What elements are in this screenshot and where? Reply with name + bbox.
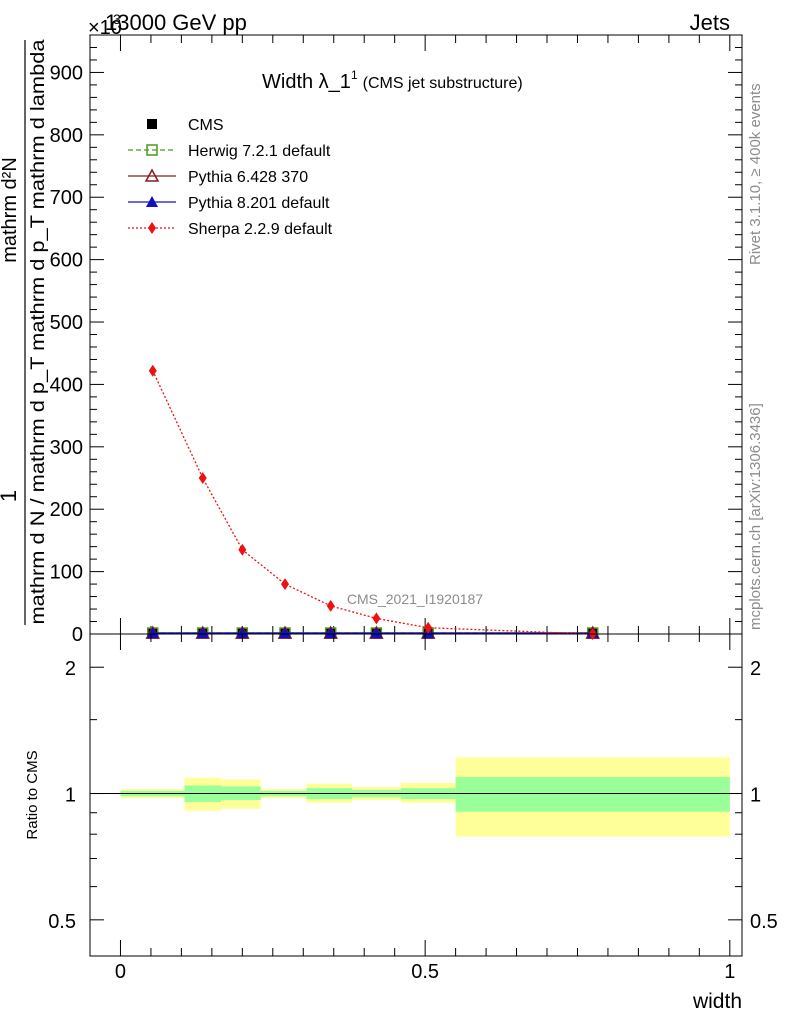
legend-entry: Pythia 6.428 370 bbox=[128, 168, 308, 186]
data-point bbox=[280, 578, 289, 591]
data-point bbox=[146, 144, 158, 156]
main-panel: 0 100 200 300 400 500 600 700 800 900 Width λ_11 (… bbox=[50, 34, 743, 646]
ratio-y-tick-label-right: 0.5 bbox=[750, 911, 778, 933]
ratio-y-tick-label: 0.5 bbox=[48, 911, 76, 933]
main-y-label: 1 mathrm d²N mathrm d N / mathrm d p_T m… bbox=[0, 39, 49, 625]
ratio-y-tick-label-right: 1 bbox=[750, 785, 761, 807]
legend-label: Sherpa 2.2.9 default bbox=[188, 221, 333, 238]
y-tick-label: 100 bbox=[50, 562, 83, 584]
data-point bbox=[372, 612, 381, 625]
legend-entry: Pythia 8.201 default bbox=[128, 195, 330, 212]
y-label-one: 1 bbox=[0, 490, 21, 502]
legend-label: Pythia 6.428 370 bbox=[188, 169, 308, 186]
ratio-band-inner bbox=[455, 776, 730, 812]
y-tick-label: 700 bbox=[50, 187, 83, 209]
data-point bbox=[146, 196, 158, 207]
y-label-numerator: mathrm d²N bbox=[0, 157, 21, 263]
legend-label: Pythia 8.201 default bbox=[188, 195, 330, 212]
series-line bbox=[152, 370, 593, 635]
data-point bbox=[148, 364, 157, 377]
y-tick-label: 300 bbox=[50, 437, 83, 459]
process-label: Jets bbox=[690, 10, 730, 35]
y-tick-label: 600 bbox=[50, 250, 83, 272]
ratio-y-tick-label: 2 bbox=[65, 658, 76, 680]
main-axes: 0 100 200 300 400 500 600 700 800 900 bbox=[50, 34, 742, 646]
data-point bbox=[278, 627, 291, 639]
energy-label: 13000 GeV pp bbox=[105, 10, 247, 35]
y-tick-label: 800 bbox=[50, 125, 83, 147]
y-tick-label: 500 bbox=[50, 312, 83, 334]
y-label-denominator: mathrm d N / mathrm d p_T mathrm d p_T m… bbox=[28, 39, 49, 624]
legend-entry: Herwig 7.2.1 default bbox=[128, 143, 331, 160]
data-point bbox=[370, 627, 383, 639]
ratio-y-tick-label: 1 bbox=[65, 785, 76, 807]
data-point bbox=[196, 627, 209, 639]
chart-title: Width λ_11 (CMS jet substructure) bbox=[262, 68, 523, 93]
y-tick-label: 200 bbox=[50, 499, 83, 521]
ratio-axes: 0.5 0.5 1 1 2 2 0 0.5 1 bbox=[48, 634, 778, 983]
ratio-panel: 0.5 0.5 1 1 2 2 0 0.5 1 Ratio to CMS width bbox=[24, 633, 778, 1013]
y-exponent-power: 3 bbox=[113, 11, 121, 27]
chart-subtitle: (CMS jet substructure) bbox=[363, 75, 523, 92]
data-point bbox=[236, 627, 249, 639]
y-exponent-prefix: ×10 bbox=[88, 17, 122, 39]
data-point bbox=[238, 543, 247, 556]
data-point bbox=[148, 222, 156, 234]
mcplots-info: mcplots.cern.ch [arXiv:1306.3436] bbox=[747, 403, 764, 630]
legend-label: Herwig 7.2.1 default bbox=[188, 143, 331, 160]
x-tick-label: 0.5 bbox=[411, 961, 439, 983]
data-point bbox=[144, 168, 160, 182]
legend-label: CMS bbox=[188, 117, 224, 134]
data-point bbox=[424, 621, 433, 634]
ratio-frame bbox=[89, 633, 743, 957]
data-point bbox=[198, 472, 207, 485]
legend: CMS Herwig 7.2.1 default Pythia 6.428 370 P… bbox=[128, 117, 333, 238]
chart-title-sup: 1 bbox=[351, 68, 358, 82]
ratio-y-tick-label-right: 2 bbox=[750, 658, 761, 680]
y-tick-label: 0 bbox=[72, 624, 83, 646]
analysis-watermark: CMS_2021_I1920187 bbox=[347, 591, 483, 607]
x-tick-label: 1 bbox=[724, 961, 735, 983]
legend-entry: Sherpa 2.2.9 default bbox=[128, 221, 333, 238]
ratio-bands bbox=[120, 757, 730, 837]
legend-entry: CMS bbox=[147, 117, 224, 134]
data-point bbox=[146, 627, 159, 639]
y-tick-label: 900 bbox=[50, 62, 83, 84]
data-point bbox=[326, 599, 335, 612]
x-axis-label: width bbox=[692, 990, 742, 1013]
data-point bbox=[147, 119, 157, 129]
series-sherpa-2-2-9-default bbox=[148, 364, 597, 640]
rivet-info: Rivet 3.1.10, ≥ 400k events bbox=[747, 83, 764, 265]
x-tick-label: 0 bbox=[115, 961, 126, 983]
y-tick-label: 400 bbox=[50, 374, 83, 396]
ratio-y-label: Ratio to CMS bbox=[24, 750, 41, 839]
chart-title-main: Width λ_1 bbox=[262, 71, 351, 93]
